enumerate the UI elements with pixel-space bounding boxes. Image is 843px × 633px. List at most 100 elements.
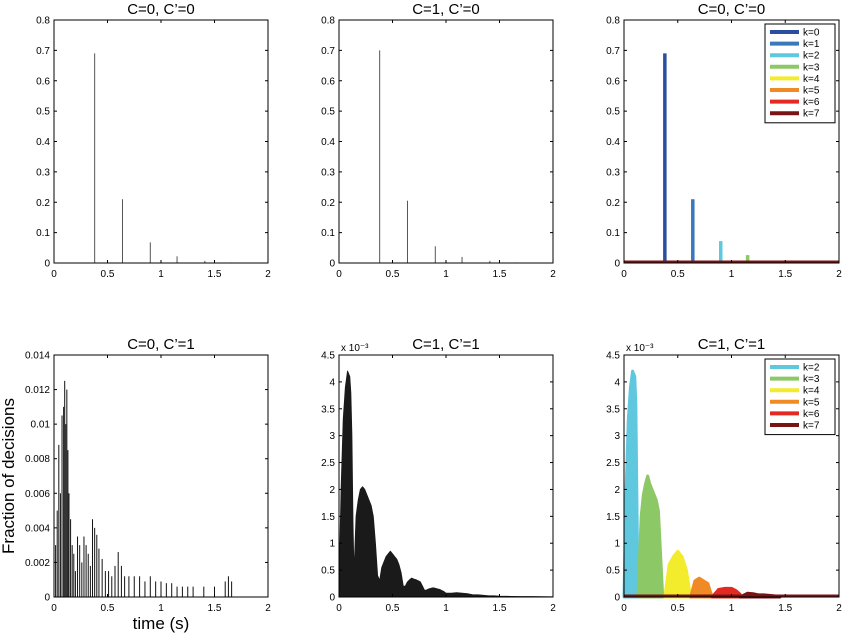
x-tick-label: 0 — [51, 269, 57, 280]
x-tick-label: 1.5 — [778, 269, 792, 280]
chart-title: C=1, C’=1 — [698, 336, 766, 353]
legend-label: k=2 — [803, 363, 820, 374]
legend-label: k=4 — [803, 386, 820, 397]
y-tick-label: 1 — [329, 539, 335, 550]
y-tick-label: 0.4 — [606, 137, 620, 148]
series-1 — [338, 370, 554, 598]
x-tick-label: 1 — [443, 269, 449, 280]
y-exponent-label: x 10⁻³ — [341, 343, 369, 354]
y-tick-label: 2.5 — [321, 458, 335, 469]
area-mark — [636, 474, 665, 599]
y-tick-label: 0.4 — [321, 137, 335, 148]
legend-label: k=5 — [803, 86, 820, 97]
area-mark — [622, 369, 640, 599]
y-tick-label: 0 — [329, 593, 335, 604]
y-tick-label: 0.1 — [606, 228, 620, 239]
legend-label: k=3 — [803, 374, 820, 385]
x-tick-label: 1 — [729, 269, 735, 280]
y-tick-label: 0.5 — [606, 566, 620, 577]
chart-title: C=0, C’=0 — [698, 1, 766, 18]
y-tick-label: 3.5 — [606, 404, 620, 415]
y-tick-label: 0 — [44, 593, 50, 604]
x-tick-label: 0 — [621, 269, 627, 280]
y-tick-label: 0.7 — [321, 46, 335, 57]
y-tick-label: 4 — [614, 377, 620, 388]
series-k=3 — [636, 474, 665, 599]
chart-title: C=0, C’=0 — [127, 1, 195, 18]
y-tick-label: 0.6 — [321, 76, 335, 87]
y-tick-label: 0.3 — [606, 167, 620, 178]
series-1 — [379, 50, 518, 263]
y-tick-label: 2 — [614, 485, 620, 496]
x-tick-label: 1 — [158, 269, 164, 280]
panel-p3: 0 0.5 1 1.5 2 0 0.1 0.2 0.3 0.4 0.5 0.6 0.7 0.8 C=0, C… — [606, 1, 842, 280]
y-tick-label: 3 — [614, 431, 620, 442]
x-tick-label: 2 — [550, 269, 556, 280]
legend-label: k=7 — [803, 421, 820, 432]
y-tick-label: 0.5 — [321, 107, 335, 118]
area-mark — [338, 370, 554, 598]
legend: k=0k=1k=2k=3k=4k=5k=6k=7 — [764, 23, 836, 124]
series-k=2 — [622, 369, 640, 599]
y-tick-label: 3 — [329, 431, 335, 442]
y-tick-label: 0.3 — [321, 167, 335, 178]
panel-p2: 0 0.5 1 1.5 2 0 0.1 0.2 0.3 0.4 0.5 0.6 0.7 0.8 C=1, C… — [321, 1, 556, 280]
y-tick-label: 0 — [614, 593, 620, 604]
y-tick-label: 1.5 — [606, 512, 620, 523]
x-tick-label: 2 — [265, 269, 271, 280]
y-tick-label: 0.2 — [321, 198, 335, 209]
x-tick-label: 0 — [51, 603, 57, 614]
y-tick-label: 0.8 — [36, 16, 50, 27]
plot-area — [54, 20, 268, 263]
y-tick-label: 0.002 — [25, 558, 50, 569]
y-tick-label: 0.008 — [25, 454, 50, 465]
y-tick-label: 0.7 — [36, 46, 50, 57]
series-k=4 — [663, 549, 693, 599]
y-tick-label: 3.5 — [321, 404, 335, 415]
y-tick-label: 0.5 — [321, 566, 335, 577]
x-tick-label: 1 — [443, 603, 449, 614]
y-exponent-label: x 10⁻³ — [626, 343, 654, 354]
series-1 — [53, 380, 233, 597]
y-tick-label: 0.2 — [606, 198, 620, 209]
x-tick-label: 1.5 — [778, 603, 792, 614]
x-tick-label: 0 — [336, 269, 342, 280]
y-tick-label: 0.012 — [25, 385, 50, 396]
legend-label: k=3 — [803, 62, 820, 73]
y-tick-label: 2 — [329, 485, 335, 496]
x-tick-label: 0.5 — [101, 603, 115, 614]
y-tick-label: 0.006 — [25, 489, 50, 500]
x-tick-label: 0 — [621, 603, 627, 614]
legend-label: k=0 — [803, 28, 820, 39]
y-tick-label: 1.5 — [321, 512, 335, 523]
y-tick-label: 0 — [614, 259, 620, 270]
y-tick-label: 0.8 — [606, 16, 620, 27]
chart-title: C=1, C’=1 — [412, 336, 480, 353]
y-tick-label: 4 — [329, 377, 335, 388]
y-tick-label: 0.2 — [36, 198, 50, 209]
x-tick-label: 1 — [729, 603, 735, 614]
x-tick-label: 0.5 — [671, 269, 685, 280]
y-tick-label: 0.6 — [606, 76, 620, 87]
y-tick-label: 2.5 — [606, 458, 620, 469]
y-tick-label: 1 — [614, 539, 620, 550]
y-axis-label: Fraction of decisions — [0, 398, 18, 554]
y-tick-label: 0.1 — [36, 228, 50, 239]
y-tick-label: 0.004 — [25, 523, 50, 534]
x-tick-label: 2 — [265, 603, 271, 614]
y-tick-label: 0 — [44, 259, 50, 270]
y-tick-label: 0.6 — [36, 76, 50, 87]
legend-box — [764, 23, 836, 124]
legend-label: k=4 — [803, 74, 820, 85]
y-tick-label: 0.014 — [25, 351, 50, 362]
panel-p5: 0 0.5 1 1.5 2 0 0.5 1 1.5 2 2.5 3 3.5 4 4.5 C=1, C’=1 x … — [321, 336, 556, 614]
legend: k=2k=3k=4k=5k=6k=7 — [764, 358, 836, 436]
x-tick-label: 1.5 — [208, 269, 222, 280]
y-tick-label: 0.5 — [606, 107, 620, 118]
x-tick-label: 0.5 — [671, 603, 685, 614]
x-tick-label: 2 — [550, 603, 556, 614]
x-tick-label: 1.5 — [208, 603, 222, 614]
y-tick-label: 0.01 — [31, 420, 51, 431]
x-tick-label: 1.5 — [493, 269, 507, 280]
